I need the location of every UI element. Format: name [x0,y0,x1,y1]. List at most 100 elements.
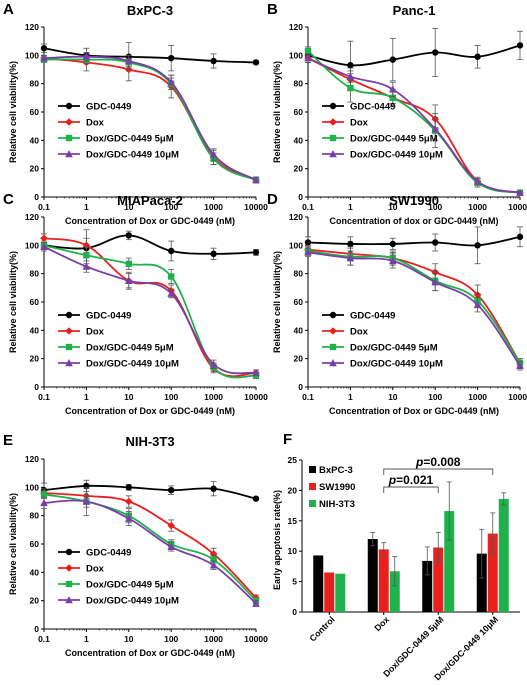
x-tick-label: 1000 [468,202,487,212]
data-point [167,542,175,551]
y-tick-label: 10 [288,546,298,556]
data-point [474,242,481,249]
legend: GDC-0449 Dox Dox/GDC-0449 5μM Dox/GDC-0449 … [322,311,443,370]
series-line [43,47,257,64]
series-line [43,57,257,181]
y-axis-label: Relative cell viability(%) [8,251,18,353]
legend-swatch [309,483,316,490]
legend-marker [65,343,73,351]
data-point [252,59,260,66]
x-tick-label: 1 [348,392,353,402]
panel-b: BPanc-10204060801001200.1110100100010000… [267,1,527,226]
series-line [43,237,257,378]
chart-title: NIH-3T3 [125,434,174,449]
p-symbol: p [388,473,396,487]
chart-title: BxPC-3 [127,3,173,18]
data-point [168,273,175,280]
data-point [209,360,218,368]
y-tick-label: 100 [289,50,303,60]
y-tick-label: 20 [294,164,304,174]
legend-entry: Dox/GDC-0449 5μM [350,134,438,145]
data-point [431,278,439,286]
x-tick-label: 10 [388,392,398,402]
data-point [347,84,354,92]
series-line [43,484,257,500]
data-point [82,52,91,60]
legend-entry: Dox [86,564,105,575]
data-point [432,239,439,246]
legend-entry: Dox [350,118,369,129]
significance-bracket [383,486,439,493]
legend-marker [65,359,73,367]
y-tick-label: 20 [288,485,298,495]
legend-entry: Dox/GDC-0449 10μM [350,359,443,370]
x-axis-label: Concentration of Dox or GDC-0449 (nM) [65,406,235,416]
y-tick-label: 0 [298,382,303,392]
y-tick-label: 20 [30,596,40,606]
data-point [209,561,218,569]
x-tick-label: 0.1 [38,634,50,644]
series-line [307,57,521,194]
legend-marker [329,343,337,351]
data-point [252,249,260,256]
data-point [210,485,217,492]
x-axis-label: Concentration of Dox or GDC-0449 (nM) [65,648,235,658]
y-tick-label: 0 [34,624,39,634]
panel-letter: F [283,431,292,448]
data-point [40,498,48,507]
legend-entry: Dox/GDC-0449 10μM [350,150,443,161]
legend: GDC-0449 Dox Dox/GDC-0449 5μM Dox/GDC-0449 … [58,548,179,607]
x-axis-label: Concentration of dox or GDC-0449 (nM) [329,216,498,226]
y-tick-label: 80 [30,511,40,521]
x-tick-label: 100 [164,634,178,644]
y-tick-label: 40 [294,135,304,145]
legend-marker [65,118,73,126]
x-tick-label: 10 [388,202,398,212]
bar-nih-3t3 [498,498,509,612]
data-point [304,248,312,256]
data-point [125,260,132,267]
y-tick-label: 100 [25,50,39,60]
x-tick-label: 0.1 [302,202,314,212]
series-gdc-0449 [304,226,524,265]
legend-entry: SW1990 [319,482,355,493]
panel-e: E NIH-3T3 0 20 40 60 80 100 120 0.1 1 10 100 1000 1000… [3,432,268,658]
y-axis-label: Relative cell viability(%) [8,493,18,595]
series-line [307,57,521,194]
data-point [40,234,48,243]
data-point [516,233,524,241]
y-tick-label: 60 [294,297,304,307]
y-tick-label: 80 [30,269,40,279]
x-tick-label: 100 [164,202,178,212]
data-point [474,53,481,60]
legend-marker [329,134,337,142]
bar-bxpc-3 [313,555,324,612]
y-axis-label: Relative cell viability(%) [272,251,282,353]
x-tick-label: 1 [84,634,89,644]
x-tick-label: 10000 [244,202,268,212]
legend-marker [65,327,73,335]
x-tick-label: 1 [84,392,89,402]
y-tick-label: 60 [30,107,40,117]
series-line [307,44,521,67]
x-tick-label: 1000 [204,202,223,212]
panel-letter: A [3,1,14,18]
legend-marker [65,150,73,158]
x-tick-label: 10 [124,392,134,402]
bar-sw1990 [324,572,335,612]
y-tick-label: 100 [289,240,303,250]
y-tick-label: 20 [294,354,304,364]
legend-marker [65,564,73,572]
panel-letter: E [3,432,13,449]
y-tick-label: 120 [25,22,39,32]
y-tick-label: 20 [30,164,40,174]
data-point [210,57,217,65]
y-tick-label: 120 [289,212,303,222]
data-point [40,54,48,62]
series-dox-gdc-0449-10-m [304,53,524,196]
legend-entry: Dox/GDC-0449 10μM [86,150,179,161]
legend-marker [329,359,337,367]
data-point [431,125,439,133]
